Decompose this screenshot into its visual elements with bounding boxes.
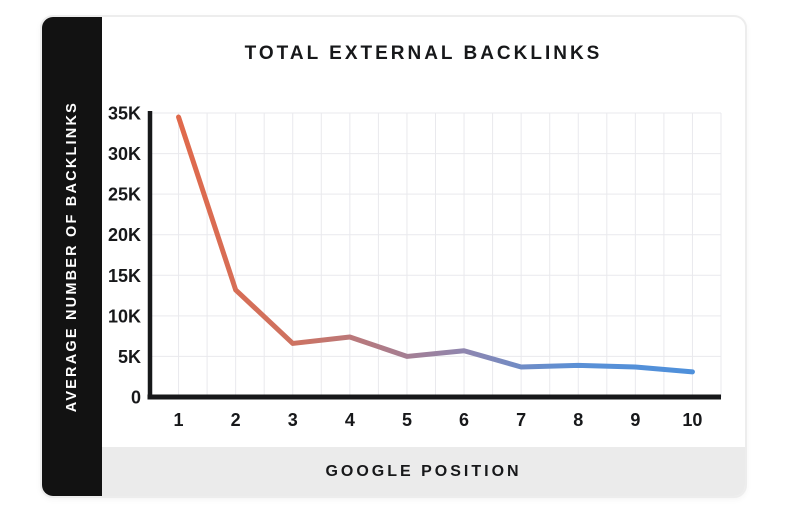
tick-labels: 0 5K 10K 15K 20K 25K 30K 35K 1 2 3 4 5 6 7 8 9 10 bbox=[108, 103, 702, 430]
x-tick-label: 1 bbox=[174, 410, 184, 430]
x-tick-label: 9 bbox=[630, 410, 640, 430]
y-tick-label: 25K bbox=[108, 185, 141, 205]
backlinks-line-series bbox=[176, 114, 695, 375]
y-tick-label: 35K bbox=[108, 103, 141, 123]
chart-card: AVERAGE NUMBER OF BACKLINKS TOTAL EXTERN… bbox=[40, 15, 747, 498]
y-tick-label: 5K bbox=[118, 347, 141, 367]
line-chart: 0 5K 10K 15K 20K 25K 30K 35K 1 2 3 4 5 6 7 8 9 10 bbox=[108, 103, 722, 430]
y-tick-label: 10K bbox=[108, 306, 141, 326]
x-tick-label: 2 bbox=[231, 410, 241, 430]
x-tick-label: 5 bbox=[402, 410, 412, 430]
chart-title: TOTAL EXTERNAL BACKLINKS bbox=[244, 43, 603, 64]
y-axis-title: AVERAGE NUMBER OF BACKLINKS bbox=[64, 100, 80, 413]
y-axis-title-bar: AVERAGE NUMBER OF BACKLINKS bbox=[42, 17, 102, 496]
x-tick-label: 7 bbox=[516, 410, 526, 430]
x-tick-label: 3 bbox=[288, 410, 298, 430]
x-tick-label: 10 bbox=[682, 410, 702, 430]
chart-content: TOTAL EXTERNAL BACKLINKS 0 5K 10K 15K 20K 25K… bbox=[102, 17, 745, 496]
y-tick-label: 15K bbox=[108, 266, 141, 286]
x-axis-title: GOOGLE POSITION bbox=[325, 462, 522, 480]
x-tick-label: 6 bbox=[459, 410, 469, 430]
y-tick-label: 20K bbox=[108, 225, 141, 245]
y-tick-label: 30K bbox=[108, 144, 141, 164]
x-axis-title-band: GOOGLE POSITION bbox=[102, 447, 745, 496]
y-tick-label: 0 bbox=[131, 387, 141, 407]
axes bbox=[147, 111, 721, 400]
x-tick-label: 8 bbox=[573, 410, 583, 430]
x-tick-label: 4 bbox=[345, 410, 355, 430]
